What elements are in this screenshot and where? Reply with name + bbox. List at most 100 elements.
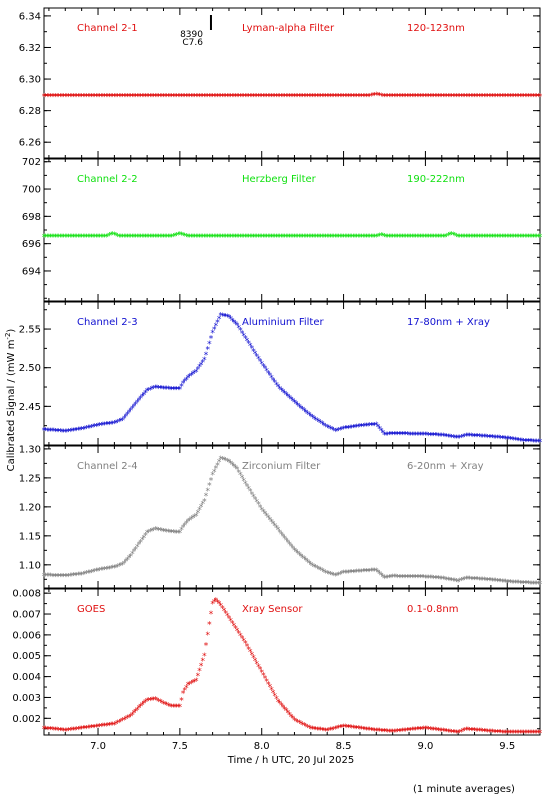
- data-point: *: [400, 727, 405, 737]
- data-point: *: [313, 564, 318, 574]
- data-point: *: [374, 233, 379, 243]
- data-point: *: [47, 233, 52, 243]
- y-axis-label-main: Calibrated Signal / (mW m: [6, 340, 17, 472]
- data-point: *: [333, 93, 338, 103]
- data-point: *: [495, 728, 500, 738]
- data-point: *: [374, 727, 379, 737]
- data-point: *: [174, 529, 179, 539]
- data-point: *: [89, 724, 94, 734]
- data-point: *: [166, 385, 171, 395]
- data-point: *: [124, 412, 129, 422]
- y-tick-label: 1.20: [19, 502, 41, 513]
- data-point: *: [423, 725, 428, 735]
- data-point: *: [269, 686, 274, 696]
- data-point: *: [83, 725, 88, 735]
- data-point: *: [485, 728, 490, 738]
- data-point: *: [122, 233, 127, 243]
- data-point: *: [312, 563, 317, 573]
- data-point: *: [66, 93, 71, 103]
- data-point: *: [191, 514, 196, 524]
- data-point: *: [436, 93, 441, 103]
- data-point: *: [374, 91, 379, 101]
- data-point: *: [168, 93, 173, 103]
- data-point: *: [317, 418, 322, 428]
- data-point: *: [415, 431, 420, 441]
- data-point: *: [223, 233, 228, 243]
- data-point: *: [201, 93, 206, 103]
- data-point: *: [246, 485, 251, 495]
- data-point: *: [99, 421, 104, 431]
- data-point: *: [187, 373, 192, 383]
- data-point: *: [313, 233, 318, 243]
- data-point: *: [335, 233, 340, 243]
- data-point: *: [176, 703, 181, 713]
- data-point: *: [449, 728, 454, 738]
- data-point: *: [129, 233, 134, 243]
- data-point: *: [479, 93, 484, 103]
- data-point: *: [199, 233, 204, 243]
- data-point: *: [150, 233, 155, 243]
- data-point: *: [261, 233, 266, 243]
- data-point: *: [174, 231, 179, 241]
- data-point: *: [287, 394, 292, 404]
- data-point: *: [487, 433, 492, 443]
- data-point: *: [372, 91, 377, 101]
- data-point: *: [494, 577, 499, 587]
- data-point: *: [112, 420, 117, 430]
- data-point: *: [397, 573, 402, 583]
- data-point: *: [359, 725, 364, 735]
- data-point: *: [356, 725, 361, 735]
- data-point: *: [476, 433, 481, 443]
- data-point: *: [313, 416, 318, 426]
- data-point: *: [407, 431, 412, 441]
- data-point: *: [78, 571, 83, 581]
- data-point: *: [315, 564, 320, 574]
- data-point: *: [305, 233, 310, 243]
- data-point: *: [48, 726, 53, 736]
- data-point: *: [196, 672, 201, 682]
- data-point: *: [158, 233, 163, 243]
- data-point: *: [538, 438, 543, 448]
- data-point: *: [512, 579, 517, 589]
- data-point: *: [305, 410, 310, 420]
- data-point: *: [453, 729, 458, 739]
- data-point: *: [384, 233, 389, 243]
- data-point: *: [531, 438, 536, 448]
- data-point: *: [245, 642, 250, 652]
- data-point: *: [124, 233, 129, 243]
- data-point: *: [454, 93, 459, 103]
- data-point: *: [215, 461, 220, 471]
- data-point: *: [302, 233, 307, 243]
- data-point: *: [525, 93, 530, 103]
- data-point: *: [220, 604, 225, 614]
- data-point: *: [372, 727, 377, 737]
- data-point: *: [199, 361, 204, 371]
- data-point: *: [120, 416, 125, 426]
- data-point: *: [330, 426, 335, 436]
- data-point: *: [364, 568, 369, 578]
- data-point: *: [331, 233, 336, 243]
- data-point: *: [210, 600, 215, 610]
- data-point: *: [413, 93, 418, 103]
- data-point: *: [418, 431, 423, 441]
- data-point: *: [302, 722, 307, 732]
- data-point: *: [325, 727, 330, 737]
- data-point: *: [237, 629, 242, 639]
- data-point: *: [325, 423, 330, 433]
- y-tick-label: 6.28: [19, 106, 41, 117]
- data-point: *: [502, 435, 507, 445]
- data-point: *: [227, 93, 232, 103]
- data-point: *: [474, 93, 479, 103]
- data-point: *: [382, 728, 387, 738]
- data-point: *: [287, 711, 292, 721]
- data-point: *: [518, 437, 523, 447]
- data-point: *: [76, 93, 81, 103]
- data-point: *: [449, 230, 454, 240]
- data-point: *: [228, 93, 233, 103]
- data-point: *: [191, 233, 196, 243]
- data-point: *: [79, 93, 84, 103]
- data-point: *: [372, 233, 377, 243]
- data-point: *: [369, 422, 374, 432]
- data-point: *: [351, 93, 356, 103]
- event-marker-label: C7.6: [182, 38, 203, 48]
